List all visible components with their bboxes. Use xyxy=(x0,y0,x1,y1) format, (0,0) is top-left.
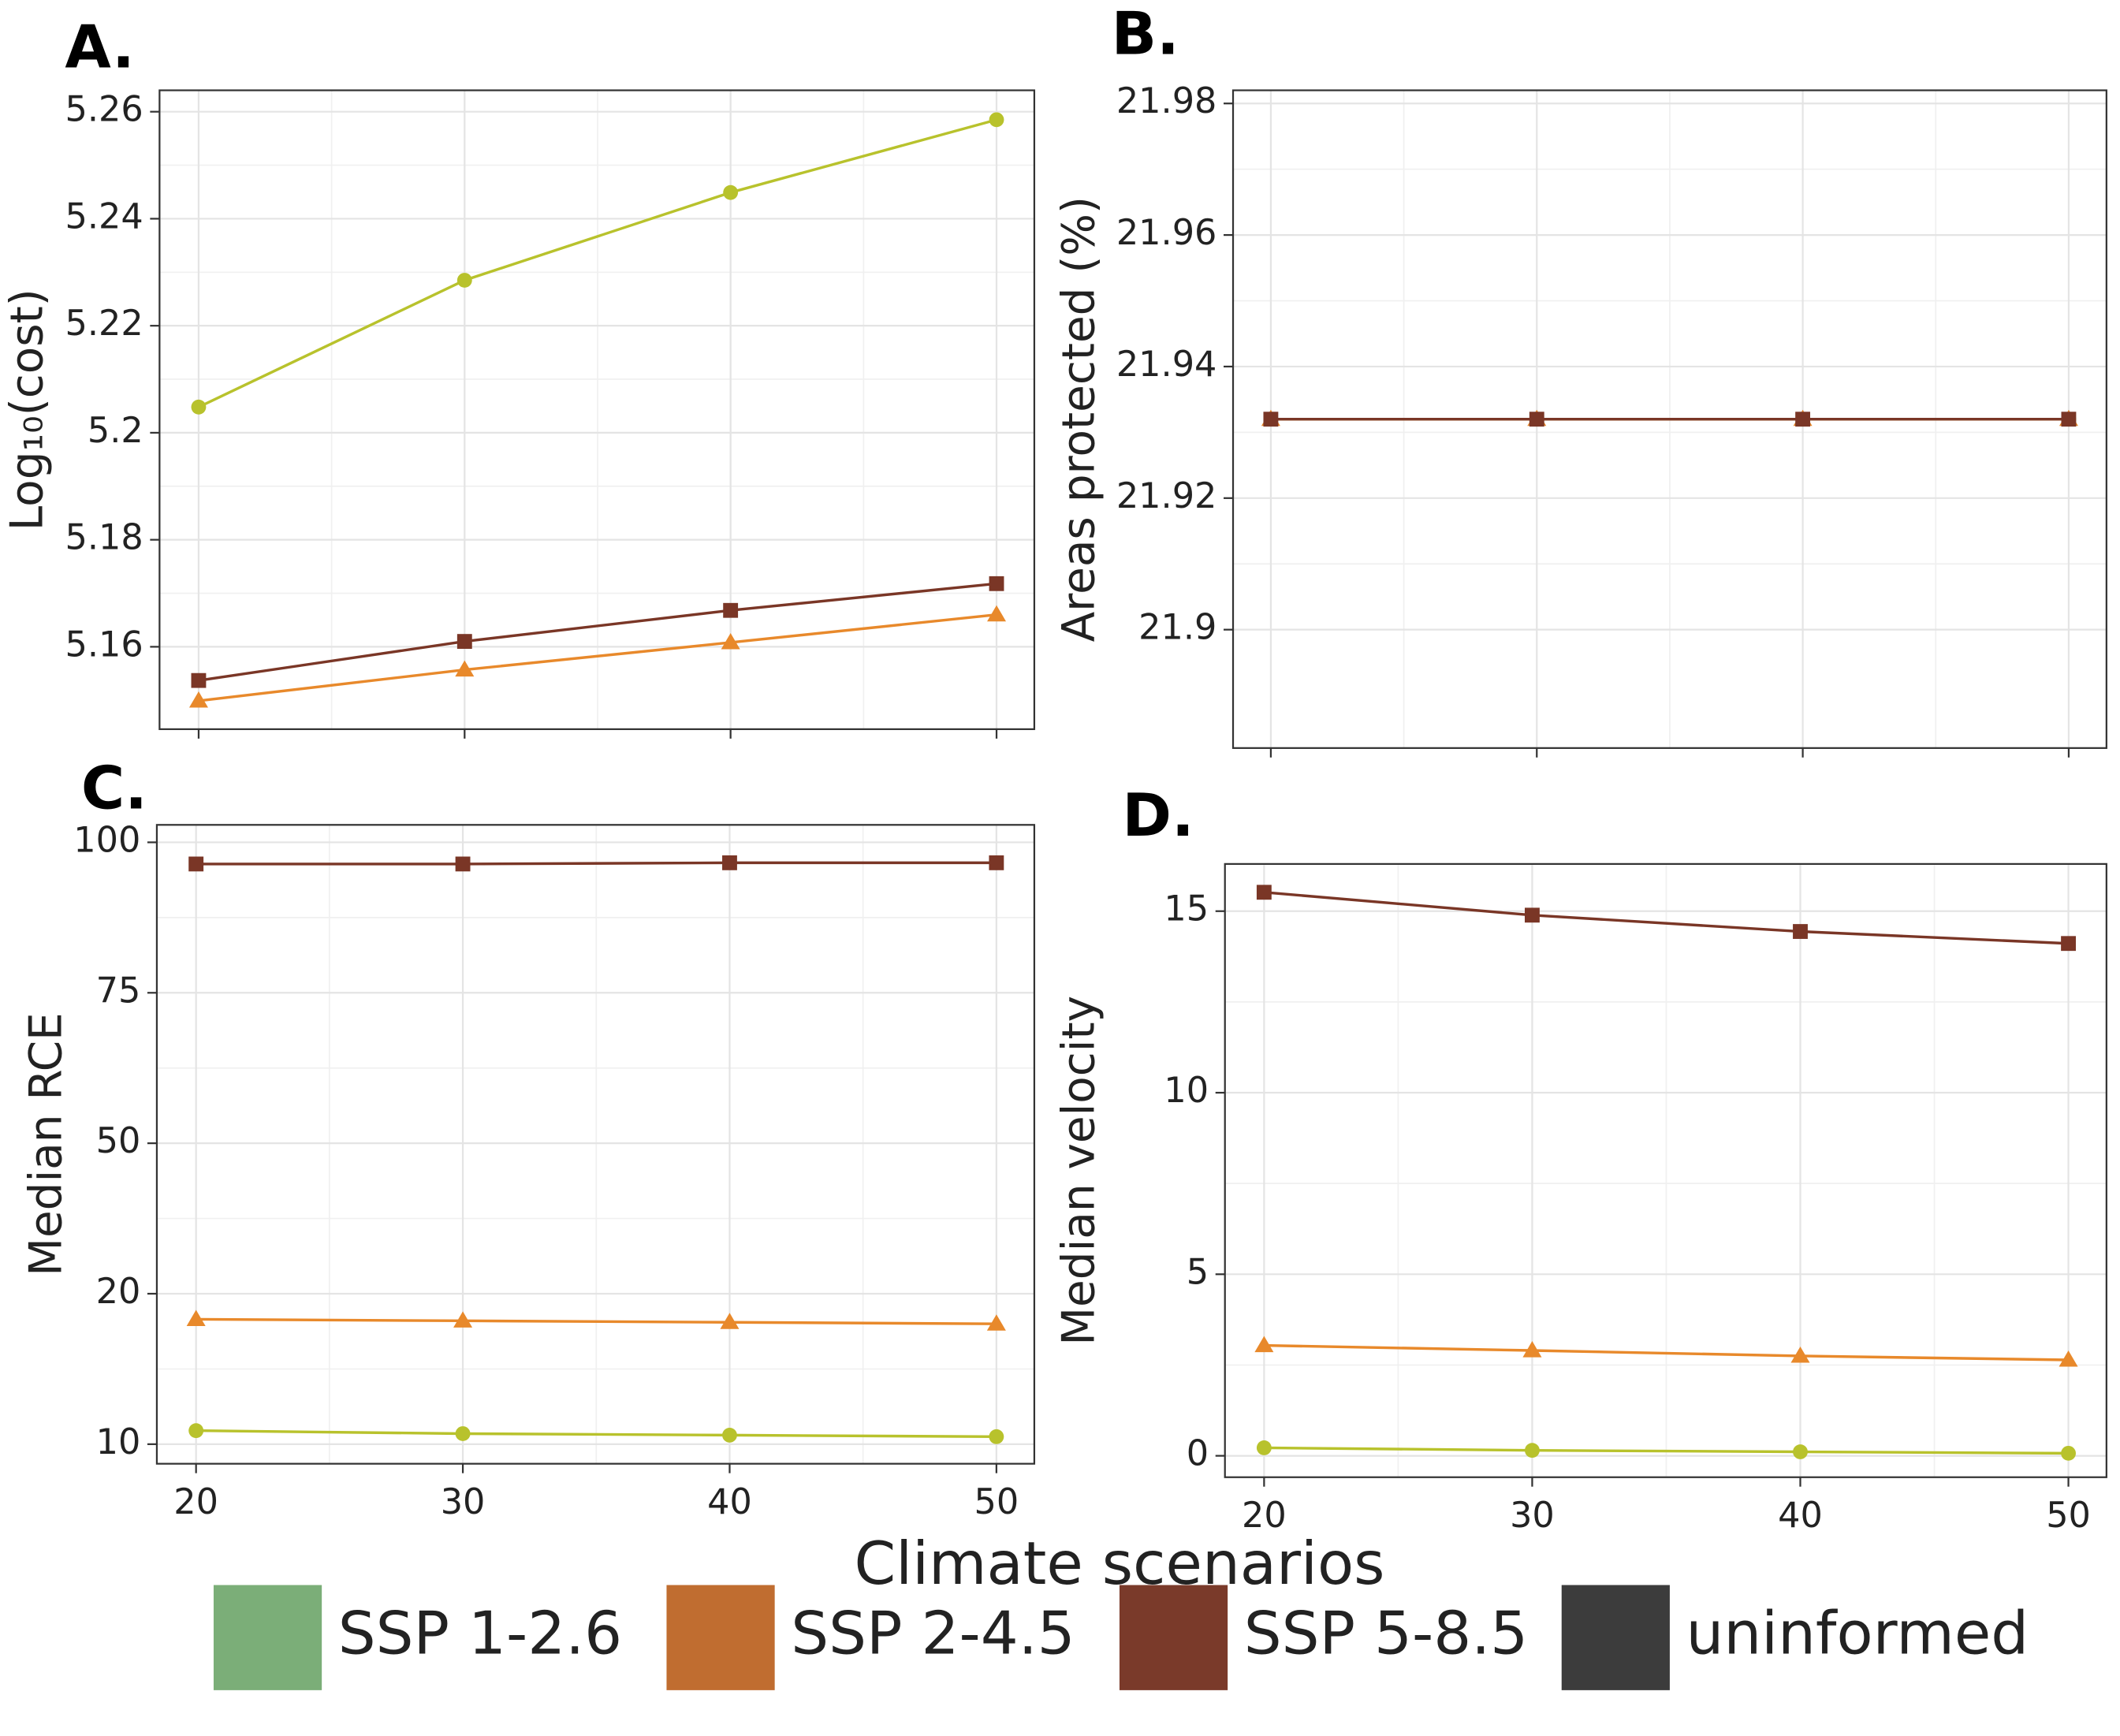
point xyxy=(1529,412,1544,427)
y-tick-label: 21.96 xyxy=(1116,213,1217,253)
y-tick-label: 5.26 xyxy=(65,90,143,130)
legend-label: SSP 1-2.6 xyxy=(338,1599,622,1668)
panel-label: B. xyxy=(1112,0,1179,68)
point xyxy=(455,1426,471,1441)
point xyxy=(2061,936,2076,952)
y-tick-label: 5.16 xyxy=(65,624,143,665)
legend-label: SSP 5-8.5 xyxy=(1244,1599,1528,1668)
panel-label: D. xyxy=(1122,780,1194,850)
series-line xyxy=(196,861,997,866)
point xyxy=(455,856,471,872)
series-line xyxy=(198,582,997,682)
y-tick-label: 5.22 xyxy=(65,304,143,344)
panel-border xyxy=(155,824,1036,1465)
x-tick-label: 40 xyxy=(1778,1496,1823,1536)
point xyxy=(723,184,739,200)
x-tick-label: 20 xyxy=(1242,1496,1287,1536)
legend-label: SSP 2-4.5 xyxy=(791,1599,1075,1668)
point xyxy=(1790,1346,1810,1363)
y-tick-label: 21.94 xyxy=(1116,345,1217,385)
point xyxy=(1263,412,1279,427)
series-line xyxy=(198,613,997,702)
y-tick-label: 21.98 xyxy=(1116,81,1217,121)
point xyxy=(188,691,208,708)
point xyxy=(989,855,1004,870)
x-tick-label: 30 xyxy=(1510,1496,1555,1536)
point xyxy=(987,605,1007,622)
y-tick-label: 0 xyxy=(1187,1434,1209,1474)
point xyxy=(456,273,472,288)
y-axis-label: Median RCE xyxy=(20,1012,72,1276)
panel-border xyxy=(158,89,1036,731)
point xyxy=(1256,1440,1272,1455)
y-tick-label: 15 xyxy=(1164,889,1209,929)
y-tick-label: 10 xyxy=(1164,1071,1209,1111)
point xyxy=(1522,1341,1542,1358)
x-tick-label: 40 xyxy=(707,1482,752,1522)
x-tick-label: 50 xyxy=(974,1482,1019,1522)
panel-label: C. xyxy=(81,754,147,823)
point xyxy=(191,399,207,415)
point xyxy=(191,672,207,688)
legend-swatch xyxy=(213,1585,322,1690)
point xyxy=(186,1309,206,1326)
point xyxy=(989,576,1004,591)
point xyxy=(2061,1445,2076,1461)
x-tick-label: 50 xyxy=(2046,1496,2091,1536)
series-line xyxy=(1264,1446,2069,1455)
x-tick-label: 30 xyxy=(441,1482,486,1522)
y-axis-label: Log₁₀(cost) xyxy=(2,289,53,531)
point xyxy=(723,602,739,618)
point xyxy=(986,1314,1006,1331)
point xyxy=(721,632,740,650)
y-tick-label: 5.2 xyxy=(88,411,143,451)
y-tick-label: 10 xyxy=(96,1422,141,1462)
y-tick-label: 100 xyxy=(73,820,140,860)
point xyxy=(1525,1443,1540,1458)
legend-swatch xyxy=(666,1585,775,1690)
y-tick-label: 5.24 xyxy=(65,196,143,237)
series-line xyxy=(196,1429,997,1439)
panel-label: A. xyxy=(65,13,134,82)
point xyxy=(1254,1336,1274,1353)
y-tick-label: 50 xyxy=(96,1121,141,1161)
point xyxy=(455,660,475,677)
panel-border xyxy=(1224,862,2107,1478)
point xyxy=(722,1427,737,1443)
x-tick-label: 20 xyxy=(173,1482,218,1522)
y-tick-label: 5.18 xyxy=(65,518,143,558)
y-axis-label: Median velocity xyxy=(1054,996,1105,1346)
point xyxy=(1256,885,1272,900)
point xyxy=(1795,412,1811,427)
point xyxy=(720,1313,740,1329)
point xyxy=(188,856,204,872)
y-tick-label: 20 xyxy=(96,1272,141,1312)
point xyxy=(2059,1350,2078,1367)
point xyxy=(989,112,1004,128)
point xyxy=(722,855,737,870)
series-line xyxy=(198,118,997,408)
point xyxy=(2061,412,2077,427)
point xyxy=(188,1423,204,1439)
y-axis-label: Areas protected (%) xyxy=(1054,196,1105,642)
y-tick-label: 21.9 xyxy=(1138,608,1216,648)
point xyxy=(989,1429,1004,1444)
point xyxy=(1525,907,1540,923)
point xyxy=(1793,924,1808,939)
point xyxy=(456,634,472,650)
y-tick-label: 5 xyxy=(1187,1252,1209,1292)
legend-swatch xyxy=(1119,1585,1228,1690)
series-line xyxy=(1264,891,2069,945)
y-tick-label: 75 xyxy=(96,970,141,1011)
point xyxy=(453,1311,473,1328)
legend-label: uninformed xyxy=(1686,1599,2029,1668)
point xyxy=(1793,1444,1808,1459)
series-line xyxy=(196,1317,997,1325)
y-tick-label: 21.92 xyxy=(1116,476,1217,516)
series-line xyxy=(1264,1343,2069,1362)
legend-swatch xyxy=(1561,1585,1670,1690)
panel-border xyxy=(1231,89,2107,749)
